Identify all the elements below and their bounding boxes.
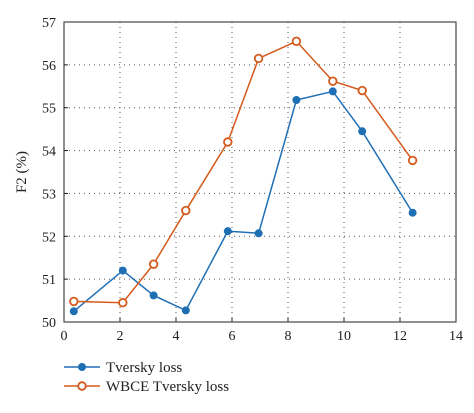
- data-point: [149, 291, 158, 300]
- data-point: [118, 266, 127, 275]
- y-tick-label: 52: [42, 230, 56, 245]
- data-point: [407, 155, 418, 166]
- series-lines: [69, 36, 418, 316]
- data-point: [328, 87, 337, 96]
- x-tick-label: 14: [449, 329, 463, 344]
- x-tick-labels: 0 2 4 6 8 10 12 14: [61, 318, 463, 344]
- data-point: [357, 85, 367, 96]
- legend-marker: [77, 381, 87, 391]
- legend: Tversky loss WBCE Tversky loss: [64, 360, 229, 395]
- series-1: [69, 87, 417, 316]
- series-line: [73, 90, 414, 312]
- y-tick-label: 57: [42, 16, 56, 31]
- x-tick-label: 4: [173, 329, 180, 344]
- legend-item: Tversky loss: [64, 360, 182, 376]
- data-point: [223, 227, 232, 236]
- y-tick-label: 55: [42, 102, 56, 117]
- legend-label: WBCE Tversky loss: [106, 379, 229, 395]
- data-point: [253, 53, 264, 64]
- legend-marker: [78, 363, 86, 371]
- data-point: [291, 36, 302, 46]
- x-tick-label: 10: [337, 329, 351, 344]
- data-point: [223, 137, 233, 147]
- data-point: [408, 208, 417, 217]
- x-tick-label: 8: [285, 329, 292, 344]
- x-tick-label: 12: [393, 329, 407, 344]
- data-point: [181, 306, 190, 315]
- data-point: [69, 307, 78, 316]
- data-point: [148, 259, 159, 269]
- y-axis-label: F2 (%): [14, 151, 30, 193]
- data-point: [328, 76, 338, 86]
- y-tick-label: 51: [42, 273, 56, 288]
- x-tick-label: 6: [229, 329, 236, 344]
- data-point: [69, 296, 79, 307]
- legend-label: Tversky loss: [106, 360, 182, 376]
- y-tick-label: 54: [42, 145, 56, 160]
- x-tick-label: 0: [61, 329, 68, 344]
- series-2: [69, 36, 418, 308]
- legend-item: WBCE Tversky loss: [64, 379, 229, 395]
- y-tick-label: 56: [42, 59, 56, 74]
- data-point: [118, 298, 128, 308]
- y-tick-label: 50: [42, 316, 56, 331]
- y-tick-labels: 50 51 52 53 54 55 56 57: [42, 16, 68, 331]
- data-point: [254, 229, 263, 238]
- plot-frame: [63, 21, 457, 323]
- series-line: [73, 40, 414, 304]
- y-tick-label: 53: [42, 187, 56, 202]
- grid: [64, 22, 456, 322]
- data-point: [358, 127, 367, 136]
- x-tick-label: 2: [117, 329, 124, 344]
- data-point: [292, 96, 301, 104]
- data-point: [181, 205, 191, 216]
